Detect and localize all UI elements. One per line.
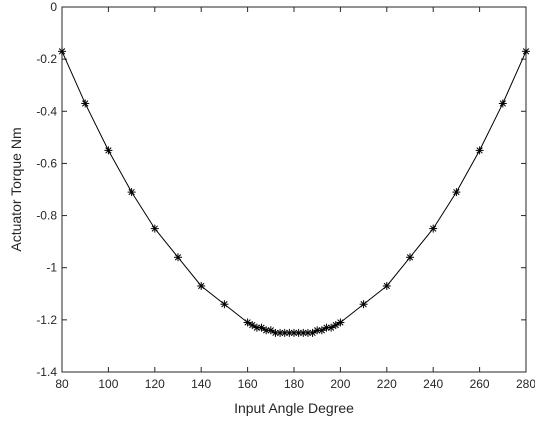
data-point (429, 225, 437, 233)
x-tick-label: 100 (98, 377, 118, 391)
data-point (452, 188, 460, 196)
y-tick-label: -1 (46, 261, 57, 275)
data-point (476, 146, 484, 154)
x-tick-label: 280 (516, 377, 535, 391)
data-point (58, 47, 66, 55)
data-point (151, 225, 159, 233)
x-tick-label: 260 (470, 377, 490, 391)
y-axis-label: Actuator Torque Nm (8, 127, 24, 251)
data-point (360, 300, 368, 308)
y-tick-label: -0.2 (36, 52, 57, 66)
y-tick-label: -0.6 (36, 156, 57, 170)
x-tick-label: 220 (377, 377, 397, 391)
x-axis-label: Input Angle Degree (234, 400, 354, 416)
data-point (406, 253, 414, 261)
x-tick-label: 160 (238, 377, 258, 391)
y-tick-label: 0 (50, 0, 57, 14)
x-tick-label: 240 (423, 377, 443, 391)
y-tick-label: -1.4 (36, 365, 57, 379)
y-tick-label: -0.8 (36, 209, 57, 223)
x-tick-label: 80 (55, 377, 69, 391)
x-tick-label: 140 (191, 377, 211, 391)
x-tick-label: 120 (145, 377, 165, 391)
data-point (383, 282, 391, 290)
data-point (522, 47, 530, 55)
x-tick-label: 180 (284, 377, 304, 391)
x-tick-label: 200 (330, 377, 350, 391)
data-point (336, 318, 344, 326)
data-point (197, 282, 205, 290)
y-tick-label: -0.4 (36, 104, 57, 118)
y-tick-label: -1.2 (36, 313, 57, 327)
data-point (174, 253, 182, 261)
